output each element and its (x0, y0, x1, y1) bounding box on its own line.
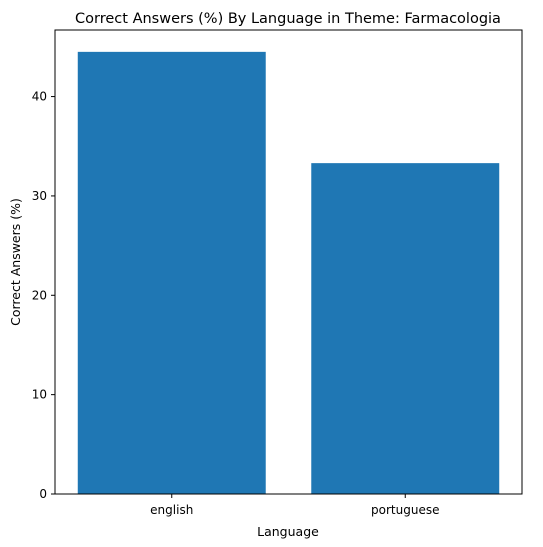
y-tick-label-10: 10 (32, 388, 47, 402)
y-axis: 0 10 20 30 40 (32, 90, 55, 501)
x-axis-label: Language (257, 524, 319, 539)
chart-title: Correct Answers (%) By Language in Theme… (75, 11, 501, 27)
bars-group (77, 51, 500, 494)
y-tick-label-20: 20 (32, 288, 47, 302)
x-axis: english portuguese (150, 494, 439, 517)
bar-english (77, 51, 266, 494)
x-tick-label-portuguese: portuguese (371, 503, 439, 517)
y-tick-label-30: 30 (32, 189, 47, 203)
y-tick-label-40: 40 (32, 90, 47, 104)
x-tick-label-english: english (150, 503, 193, 517)
bar-portuguese (311, 163, 500, 494)
y-axis-label: Correct Answers (%) (8, 198, 23, 326)
y-tick-label-0: 0 (39, 487, 47, 501)
plot-frame (54, 29, 523, 495)
